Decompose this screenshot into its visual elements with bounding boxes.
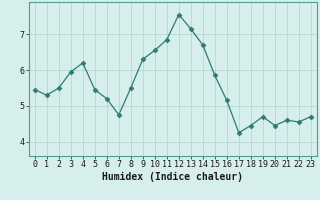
X-axis label: Humidex (Indice chaleur): Humidex (Indice chaleur) — [102, 172, 243, 182]
